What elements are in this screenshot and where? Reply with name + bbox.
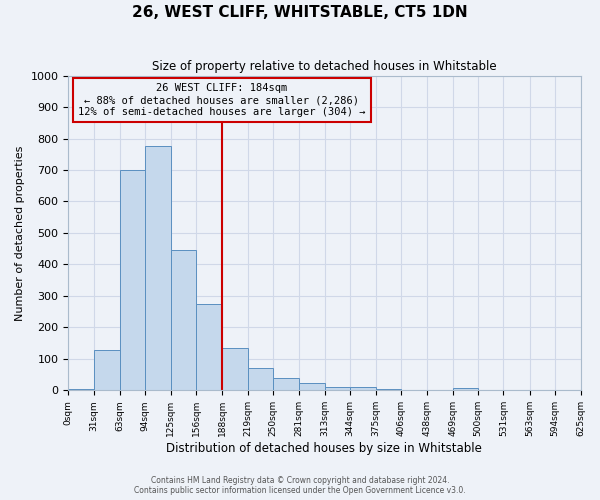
- Bar: [350, 387, 376, 390]
- Bar: [223, 348, 248, 391]
- Bar: [248, 368, 273, 390]
- Bar: [325, 387, 350, 390]
- Text: 26, WEST CLIFF, WHITSTABLE, CT5 1DN: 26, WEST CLIFF, WHITSTABLE, CT5 1DN: [132, 5, 468, 20]
- Bar: [452, 388, 478, 390]
- X-axis label: Distribution of detached houses by size in Whitstable: Distribution of detached houses by size …: [166, 442, 482, 455]
- Text: Contains HM Land Registry data © Crown copyright and database right 2024.
Contai: Contains HM Land Registry data © Crown c…: [134, 476, 466, 495]
- Bar: [299, 384, 325, 390]
- Bar: [145, 146, 171, 390]
- Y-axis label: Number of detached properties: Number of detached properties: [15, 146, 25, 320]
- Text: 26 WEST CLIFF: 184sqm
← 88% of detached houses are smaller (2,286)
12% of semi-d: 26 WEST CLIFF: 184sqm ← 88% of detached …: [78, 84, 365, 116]
- Bar: [273, 378, 299, 390]
- Bar: [376, 389, 401, 390]
- Bar: [94, 350, 120, 391]
- Bar: [196, 304, 223, 390]
- Bar: [120, 170, 145, 390]
- Title: Size of property relative to detached houses in Whitstable: Size of property relative to detached ho…: [152, 60, 497, 73]
- Bar: [68, 389, 94, 390]
- Bar: [171, 250, 196, 390]
